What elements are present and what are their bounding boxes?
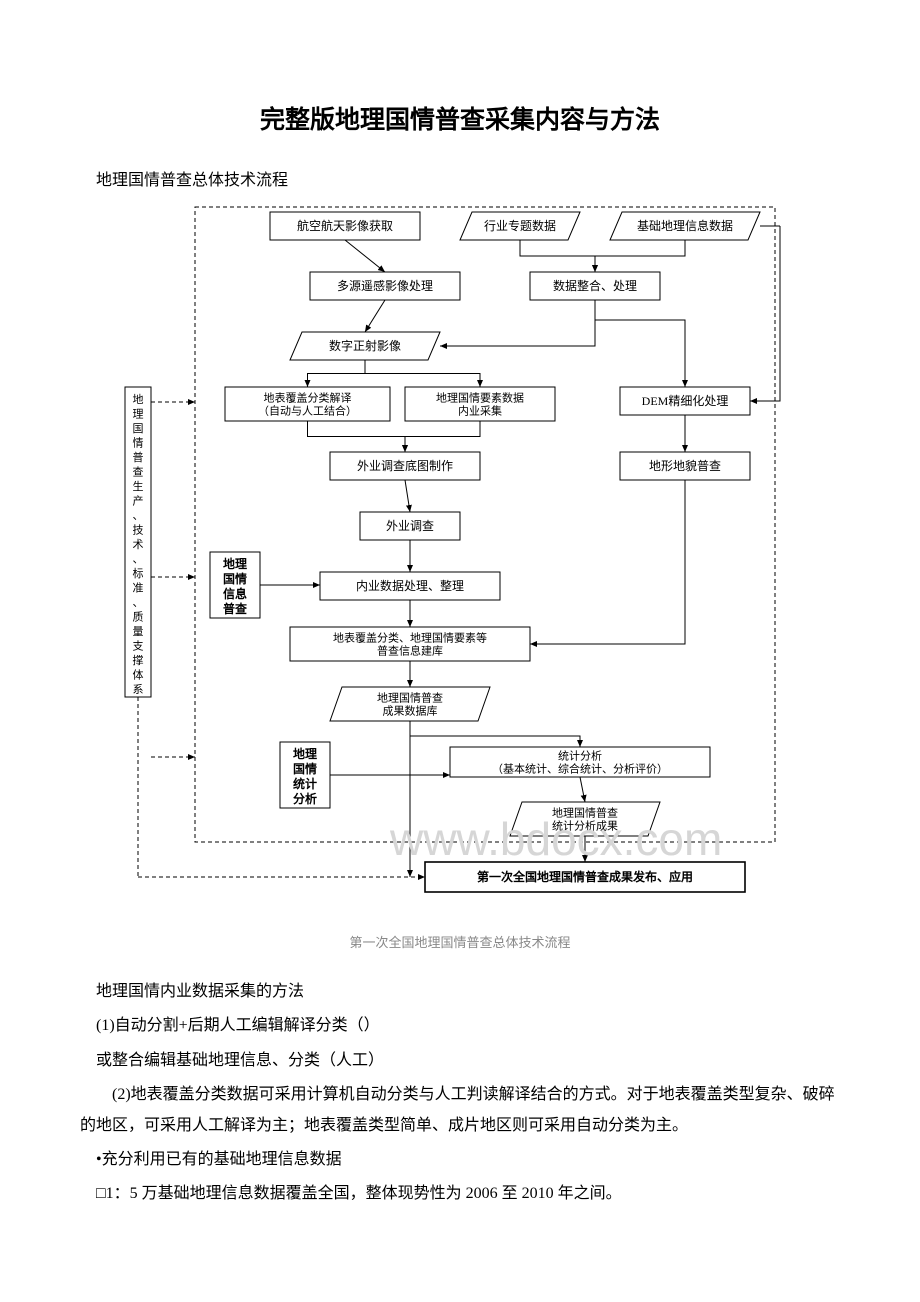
svg-text:查: 查 — [133, 465, 144, 479]
svg-text:撑: 撑 — [133, 653, 144, 667]
svg-text:地表覆盖分类、地理国情要素等: 地表覆盖分类、地理国情要素等 — [333, 631, 487, 645]
svg-text:航空航天影像获取: 航空航天影像获取 — [297, 218, 393, 233]
svg-text:第一次全国地理国情普查成果发布、应用: 第一次全国地理国情普查成果发布、应用 — [477, 869, 693, 884]
flowchart-diagram: 地理国情普查生产、技术、标准、质量支撑体系航空航天影像获取行业专题数据基础地理信… — [110, 202, 810, 922]
svg-text:行业专题数据: 行业专题数据 — [484, 218, 556, 233]
svg-text:量: 量 — [133, 625, 144, 638]
svg-text:普查信息建库: 普查信息建库 — [377, 644, 443, 658]
svg-text:成果数据库: 成果数据库 — [383, 704, 438, 718]
svg-text:（自动与人工结合）: （自动与人工结合） — [258, 404, 357, 418]
svg-text:术: 术 — [133, 538, 144, 551]
svg-text:国情: 国情 — [223, 571, 247, 586]
svg-text:地: 地 — [133, 393, 144, 406]
svg-text:国情: 国情 — [293, 761, 317, 776]
svg-text:数据整合、处理: 数据整合、处理 — [553, 278, 637, 293]
svg-text:准: 准 — [133, 582, 144, 595]
body-paragraph: •充分利用已有的基础地理信息数据 — [80, 1145, 840, 1175]
section-heading: 地理国情内业数据采集的方法 — [80, 977, 840, 1007]
svg-text:信息: 信息 — [223, 586, 247, 601]
body-paragraph: □1：5 万基础地理信息数据覆盖全国，整体现势性为 2006 至 2010 年之… — [80, 1179, 840, 1209]
body-paragraph: (2)地表覆盖分类数据可采用计算机自动分类与人工判读解译结合的方式。对于地表覆盖… — [80, 1080, 840, 1141]
svg-text:产: 产 — [133, 494, 144, 508]
svg-text:体: 体 — [133, 668, 144, 682]
svg-text:地形地貌普查: 地形地貌普查 — [649, 458, 721, 473]
page-title: 完整版地理国情普查采集内容与方法 — [80, 100, 840, 136]
svg-text:生: 生 — [133, 479, 144, 493]
svg-text:理: 理 — [133, 408, 144, 421]
svg-text:地理国情普查: 地理国情普查 — [552, 806, 618, 820]
svg-text:外业调查底图制作: 外业调查底图制作 — [357, 458, 453, 473]
svg-text:支: 支 — [133, 640, 144, 653]
svg-text:技: 技 — [133, 524, 144, 537]
svg-text:、: 、 — [133, 597, 144, 609]
svg-text:国: 国 — [133, 422, 144, 435]
svg-text:地理国情要素数据: 地理国情要素数据 — [436, 391, 524, 405]
svg-text:地理: 地理 — [293, 746, 317, 761]
svg-text:普查: 普查 — [223, 601, 248, 616]
svg-text:（基本统计、综合统计、分析评价）: （基本统计、综合统计、分析评价） — [492, 762, 668, 776]
svg-text:情: 情 — [133, 437, 144, 450]
diagram-caption: 第一次全国地理国情普查总体技术流程 — [80, 932, 840, 951]
svg-text:普: 普 — [133, 450, 144, 464]
svg-text:内业数据处理、整理: 内业数据处理、整理 — [356, 578, 464, 593]
svg-text:地理国情普查: 地理国情普查 — [377, 691, 443, 705]
svg-text:外业调查: 外业调查 — [386, 519, 434, 533]
svg-text:、: 、 — [133, 554, 144, 566]
svg-text:多源遥感影像处理: 多源遥感影像处理 — [337, 278, 433, 293]
svg-text:系: 系 — [133, 683, 144, 696]
svg-text:标: 标 — [133, 566, 144, 580]
svg-text:统计分析成果: 统计分析成果 — [552, 819, 618, 833]
body-paragraph: (1)自动分割+后期人工编辑解译分类（） — [80, 1011, 840, 1041]
svg-text:数字正射影像: 数字正射影像 — [329, 338, 401, 353]
svg-text:、: 、 — [133, 510, 144, 522]
body-paragraph: 或整合编辑基础地理信息、分类（人工） — [80, 1046, 840, 1076]
svg-text:地理: 地理 — [223, 556, 247, 571]
svg-text:基础地理信息数据: 基础地理信息数据 — [637, 218, 733, 233]
svg-text:统计分析: 统计分析 — [558, 749, 602, 763]
svg-text:分析: 分析 — [293, 791, 317, 806]
svg-text:内业采集: 内业采集 — [458, 404, 502, 418]
svg-text:质: 质 — [133, 611, 144, 624]
svg-text:DEM精细化处理: DEM精细化处理 — [642, 394, 729, 408]
section-subtitle: 地理国情普查总体技术流程 — [80, 166, 840, 190]
svg-text:地表覆盖分类解译: 地表覆盖分类解译 — [264, 391, 352, 405]
svg-text:统计: 统计 — [293, 776, 317, 791]
